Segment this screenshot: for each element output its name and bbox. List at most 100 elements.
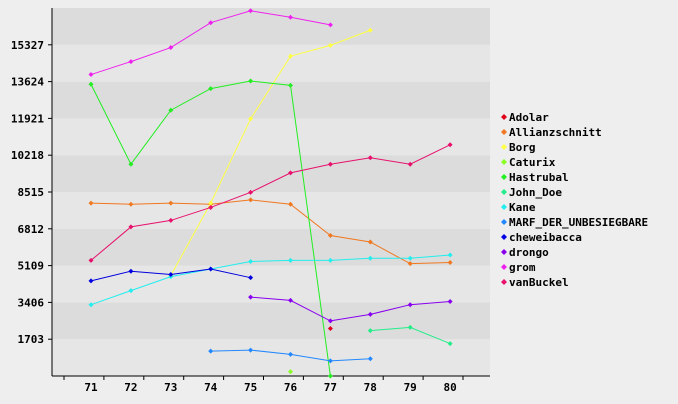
series-group	[88, 78, 333, 379]
data-point	[88, 81, 94, 87]
series-layer	[88, 8, 453, 379]
data-point	[367, 311, 373, 317]
legend-marker	[501, 159, 507, 165]
data-point	[208, 204, 214, 210]
data-point	[88, 200, 94, 206]
data-point	[327, 22, 333, 28]
data-point	[367, 155, 373, 161]
data-point	[367, 255, 373, 261]
data-point	[288, 201, 293, 207]
data-point	[88, 278, 94, 284]
x-tick-label: 75	[244, 381, 257, 394]
data-point	[447, 252, 453, 258]
grid-band	[52, 228, 490, 266]
data-point	[128, 288, 134, 294]
legend-marker	[501, 174, 507, 180]
data-point	[288, 297, 293, 303]
x-tick-label: 77	[324, 381, 337, 394]
series-line	[90, 254, 451, 306]
y-tick-label: 6812	[18, 223, 45, 236]
grid-band	[52, 192, 490, 229]
data-point	[447, 298, 453, 304]
data-point	[407, 261, 413, 267]
series-group	[367, 324, 453, 347]
legend-marker	[501, 204, 507, 210]
series-line	[90, 144, 451, 261]
data-point	[327, 318, 333, 324]
legend-label: Caturix	[509, 156, 556, 169]
data-point	[88, 72, 94, 78]
x-tick-label: 79	[404, 381, 417, 394]
data-point	[288, 257, 293, 263]
y-tick-label: 8515	[18, 186, 45, 199]
data-point	[248, 347, 254, 353]
legend-label: vanBuckel	[509, 276, 569, 289]
legend-marker	[501, 279, 507, 285]
grid-bands	[52, 8, 490, 376]
data-point	[327, 161, 333, 167]
y-axis-ticks: 1703 3406 5109 6812 8515 10218 11921 13624 15327	[11, 39, 52, 346]
data-point	[288, 170, 293, 176]
data-point	[208, 266, 214, 272]
legend-marker	[501, 114, 507, 120]
data-point	[168, 45, 174, 51]
legend-label: Allianzschnitt	[509, 126, 602, 139]
y-tick-label: 1703	[18, 333, 45, 346]
data-point	[327, 373, 333, 379]
data-point	[327, 233, 333, 239]
data-point	[288, 82, 293, 88]
data-point	[248, 189, 254, 195]
y-tick-label: 3406	[18, 296, 45, 309]
legend-marker	[501, 144, 507, 150]
series-line	[170, 29, 371, 276]
data-point	[168, 217, 174, 223]
data-point	[288, 53, 293, 59]
y-tick-label: 13624	[11, 76, 44, 89]
data-point	[288, 14, 293, 20]
y-tick-label: 15327	[11, 39, 44, 52]
data-point	[248, 116, 254, 122]
legend-label: Adolar	[509, 111, 549, 124]
legend-label: John_Doe	[509, 186, 562, 199]
data-point	[447, 142, 453, 148]
data-point	[88, 257, 94, 263]
data-point	[248, 78, 254, 84]
data-point	[367, 27, 373, 33]
data-point	[88, 302, 94, 308]
data-point	[248, 197, 254, 203]
legend-label: MARF_DER_UNBESIEGBARE	[509, 216, 648, 229]
series-group	[208, 347, 373, 364]
series-group	[288, 369, 293, 375]
data-point	[367, 328, 373, 334]
x-tick-label: 80	[443, 381, 456, 394]
data-point	[208, 20, 214, 26]
data-point	[128, 161, 134, 167]
legend-marker	[501, 234, 507, 240]
legend-label: cheweibacca	[509, 231, 582, 244]
data-point	[128, 59, 134, 65]
data-point	[327, 257, 333, 263]
legend-marker	[501, 264, 507, 270]
legend-marker	[501, 219, 507, 225]
data-point	[208, 348, 214, 354]
series-group	[88, 8, 333, 78]
x-axis-ticks: 71 72 73 74 75 76 77 78 79 80	[63, 376, 464, 394]
data-point	[168, 200, 174, 206]
legend-label: drongo	[509, 246, 549, 259]
data-point	[407, 161, 413, 167]
y-tick-label: 5109	[18, 260, 45, 273]
x-tick-label: 74	[204, 381, 218, 394]
legend: Adolar Allianzschnitt Borg Caturix Hastrubal…	[501, 111, 648, 289]
data-point	[248, 294, 254, 300]
legend-marker	[501, 129, 507, 135]
data-point	[128, 201, 134, 207]
x-tick-label: 71	[84, 381, 98, 394]
legend-label: Hastrubal	[509, 171, 569, 184]
series-group	[248, 294, 453, 324]
series-line	[250, 296, 451, 322]
data-point	[248, 275, 254, 281]
grid-band	[52, 155, 490, 192]
grid-band	[52, 339, 490, 376]
